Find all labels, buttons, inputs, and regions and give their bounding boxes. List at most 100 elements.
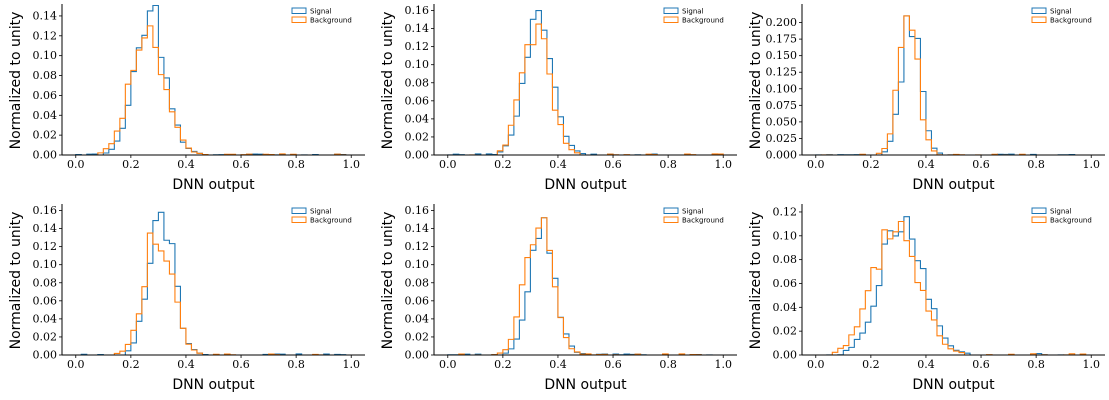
y-tick-label: 0.14 xyxy=(33,222,58,235)
legend-label-signal: Signal xyxy=(682,8,704,16)
y-axis-label: Normalized to unity xyxy=(8,212,24,350)
histogram-panel-6: 0.00 0.02 0.04 0.06 0.08 0.10 0.12 0.0 0.2 0.4 0.6… xyxy=(740,200,1109,400)
y-tick-label: 0.16 xyxy=(33,204,58,217)
y-tick-label: 0.02 xyxy=(773,325,798,338)
y-tick-label: 0.00 xyxy=(405,149,430,162)
y-tick-label: 0.10 xyxy=(405,258,430,271)
y-tick-label: 0.08 xyxy=(33,276,58,289)
histogram-panel-4: 0.00 0.02 0.04 0.06 0.08 0.10 0.12 0.14 0.16 0.0 0… xyxy=(0,200,370,400)
y-tick-label: 0.06 xyxy=(773,277,798,290)
y-tick-label: 0.10 xyxy=(33,258,58,271)
y-tick-label: 0.04 xyxy=(405,112,430,125)
x-tick-label: 0.6 xyxy=(232,158,250,171)
histogram-panel-2: 0.00 0.02 0.04 0.06 0.08 0.10 0.12 0.14 0.16 0.0 0… xyxy=(372,0,742,200)
histogram-svg: 0.00 0.02 0.04 0.06 0.08 0.10 0.12 0.14 0.16 0.0 0… xyxy=(8,204,365,393)
legend-label-background: Background xyxy=(310,217,352,225)
y-tick-label: 0.12 xyxy=(33,240,58,253)
legend-label-background: Background xyxy=(310,17,352,25)
y-tick-label: 0.00 xyxy=(773,349,798,362)
x-tick-label: 0.0 xyxy=(67,358,85,371)
x-tick-label: 0.0 xyxy=(439,358,457,371)
y-tick-label: 0.175 xyxy=(766,33,798,46)
x-tick-label: 0.4 xyxy=(549,358,567,371)
x-axis-label: DNN output xyxy=(544,177,627,193)
y-axis-label: Normalized to unity xyxy=(8,12,24,150)
x-tick-label: 0.0 xyxy=(67,158,85,171)
x-tick-label: 0.4 xyxy=(917,158,935,171)
y-tick-label: 0.100 xyxy=(766,82,798,95)
y-tick-label: 0.10 xyxy=(405,58,430,71)
legend-swatch-signal xyxy=(291,207,307,214)
x-tick-label: 0.0 xyxy=(439,158,457,171)
legend-swatch-signal xyxy=(1031,7,1047,14)
y-tick-label: 0.12 xyxy=(33,29,58,42)
histogram-svg: 0.00 0.02 0.04 0.06 0.08 0.10 0.12 0.14 0.0 0.2 0.… xyxy=(8,4,365,193)
histogram-series-signal xyxy=(75,4,352,156)
legend-swatch-background xyxy=(663,216,679,223)
histogram-series-signal xyxy=(447,217,724,356)
x-axis-label: DNN output xyxy=(544,377,627,393)
y-tick-label: 0.02 xyxy=(33,129,58,142)
y-tick-label: 0.050 xyxy=(766,115,798,128)
y-tick-label: 0.125 xyxy=(766,66,798,79)
legend-label-signal: Signal xyxy=(310,8,332,16)
x-tick-label: 0.8 xyxy=(1027,358,1045,371)
y-tick-label: 0.04 xyxy=(33,312,58,325)
y-tick-label: 0.02 xyxy=(33,330,58,343)
x-tick-label: 1.0 xyxy=(342,358,360,371)
histogram-series-background xyxy=(447,23,724,156)
x-tick-label: 0.6 xyxy=(604,158,622,171)
histogram-series-signal xyxy=(815,15,1092,156)
histogram-series-background xyxy=(75,25,352,156)
histogram-series-signal xyxy=(447,9,724,156)
y-tick-label: 0.12 xyxy=(773,205,798,218)
histogram-series-signal xyxy=(815,216,1092,356)
y-tick-label: 0.10 xyxy=(33,49,58,62)
x-tick-label: 0.8 xyxy=(287,158,305,171)
x-tick-label: 0.4 xyxy=(549,158,567,171)
y-tick-label: 0.16 xyxy=(405,204,430,217)
y-tick-label: 0.04 xyxy=(405,312,430,325)
x-tick-label: 0.8 xyxy=(287,358,305,371)
y-tick-label: 0.04 xyxy=(773,301,798,314)
x-tick-label: 0.6 xyxy=(972,158,990,171)
y-tick-label: 0.08 xyxy=(405,76,430,89)
y-axis-label: Normalized to unity xyxy=(748,212,764,350)
y-tick-label: 0.00 xyxy=(405,349,430,362)
histogram-series-background xyxy=(815,15,1092,156)
y-tick-label: 0.06 xyxy=(33,294,58,307)
y-tick-label: 0.025 xyxy=(766,132,798,145)
y-axis-label: Normalized to unity xyxy=(380,212,396,350)
y-tick-label: 0.00 xyxy=(33,149,58,162)
y-tick-label: 0.075 xyxy=(766,99,798,112)
y-tick-label: 0.14 xyxy=(405,222,430,235)
legend-swatch-background xyxy=(291,16,307,23)
legend-label-signal: Signal xyxy=(1050,208,1072,216)
y-tick-label: 0.06 xyxy=(405,94,430,107)
y-tick-label: 0.00 xyxy=(33,349,58,362)
y-tick-label: 0.12 xyxy=(405,240,430,253)
legend-swatch-signal xyxy=(291,7,307,14)
y-tick-label: 0.06 xyxy=(33,89,58,102)
x-tick-label: 0.4 xyxy=(917,358,935,371)
x-axis-label: DNN output xyxy=(912,377,995,393)
y-tick-label: 0.06 xyxy=(405,294,430,307)
histogram-svg: 0.00 0.02 0.04 0.06 0.08 0.10 0.12 0.14 0.16 0.0 0… xyxy=(380,4,737,193)
legend-label-signal: Signal xyxy=(310,208,332,216)
histogram-series-background xyxy=(815,220,1092,356)
legend-swatch-background xyxy=(291,216,307,223)
x-tick-label: 0.2 xyxy=(122,358,140,371)
legend-swatch-signal xyxy=(663,7,679,14)
x-tick-label: 0.2 xyxy=(494,358,512,371)
x-tick-label: 1.0 xyxy=(1082,358,1100,371)
y-tick-label: 0.200 xyxy=(766,16,798,29)
histogram-svg: 0.000 0.025 0.050 0.075 0.100 0.125 0.150 0.175… xyxy=(748,4,1105,193)
histogram-svg: 0.00 0.02 0.04 0.06 0.08 0.10 0.12 0.0 0.2 0.4 0.6… xyxy=(748,204,1105,393)
x-tick-label: 0.2 xyxy=(494,158,512,171)
x-axis-label: DNN output xyxy=(172,377,255,393)
